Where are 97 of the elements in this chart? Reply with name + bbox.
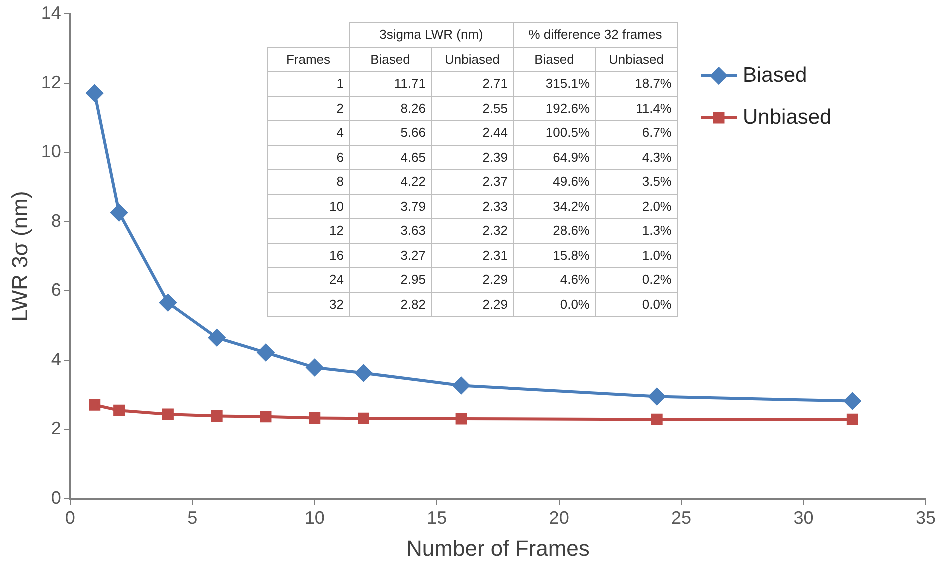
annotation: 2.55 [432, 96, 514, 120]
point [86, 84, 104, 102]
annotation: 4.65 [350, 145, 432, 170]
legend-label: Unbiased [743, 106, 832, 129]
point [846, 414, 858, 426]
point [355, 364, 372, 382]
annotation: 6 [268, 145, 350, 170]
x-tick-label: 15 [427, 508, 448, 528]
annotation: 0.0% [514, 292, 596, 316]
annotation: 1.3% [596, 218, 678, 243]
annotation: 3.79 [350, 194, 432, 218]
annotation: 2.37 [432, 170, 514, 194]
annotation: 0.2% [596, 268, 678, 292]
annotation: 24 [268, 268, 350, 292]
point [453, 377, 470, 394]
annotation: 2.29 [432, 268, 514, 292]
y-tick-label: 8 [51, 210, 62, 231]
annotation: 64.9% [514, 145, 596, 170]
point [110, 204, 128, 222]
y-tick-label: 4 [51, 349, 62, 370]
annotation: 28.6% [514, 218, 596, 243]
point [844, 392, 862, 410]
annotation: 3sigma LWR (nm) [350, 22, 514, 47]
point [211, 410, 223, 422]
point [456, 413, 468, 425]
annotation: 6.7% [596, 120, 678, 145]
y-tick-label: 10 [41, 142, 62, 162]
y-tick-label: 14 [41, 2, 62, 23]
y-tick-label: 6 [51, 280, 62, 300]
point [309, 412, 321, 424]
x-tick-label: 25 [672, 508, 692, 528]
annotation: 3.27 [350, 243, 432, 268]
annotation: 2.44 [432, 120, 514, 145]
annotation: 3.5% [596, 170, 678, 194]
x-tick-label: 5 [188, 508, 198, 528]
annotation: 2 [268, 96, 350, 120]
annotation: 100.5% [514, 120, 596, 145]
annotation: 4.6% [514, 268, 596, 292]
annotation: 8 [268, 170, 350, 194]
annotation: 2.0% [596, 194, 678, 218]
annotation: 2.32 [432, 218, 514, 243]
annotation: Frames [268, 47, 350, 72]
annotation: 49.6% [514, 170, 596, 194]
annotation: 32 [268, 292, 350, 316]
point [358, 412, 370, 424]
y-tick-label: 0 [51, 488, 62, 508]
point [114, 404, 126, 416]
annotation: Biased [514, 47, 596, 72]
annotation: 2.29 [432, 292, 514, 316]
annotation: 4.3% [596, 145, 678, 170]
point [648, 388, 666, 406]
annotation: 11.4% [596, 96, 678, 120]
x-axis-title: Number of Frames [406, 536, 590, 561]
x-tick-label: 30 [794, 508, 814, 528]
annotation: 2.33 [432, 194, 514, 218]
annotation: 15.8% [514, 243, 596, 268]
annotation: 5.66 [350, 120, 432, 145]
annotation: Biased [350, 47, 432, 72]
annotation: 1.0% [596, 243, 678, 268]
legend-label: Biased [743, 64, 808, 87]
annotation: % difference 32 frames [514, 22, 678, 47]
annotation: 2.31 [432, 243, 514, 268]
annotation: 16 [268, 243, 350, 268]
point [89, 399, 101, 411]
point [651, 414, 663, 426]
annotation: 18.7% [596, 72, 678, 96]
y-tick-label: 2 [51, 418, 62, 439]
point [257, 344, 274, 362]
x-tick-label: 20 [549, 508, 570, 528]
annotation: 4.22 [350, 170, 432, 194]
annotation: 2.39 [432, 145, 514, 170]
annotation: 315.1% [514, 72, 596, 96]
x-tick-label: 35 [916, 508, 936, 528]
annotation: 2.71 [432, 72, 514, 96]
annotation: 2.82 [350, 292, 432, 316]
annotation: 8.26 [350, 96, 432, 120]
annotation: 12 [268, 218, 350, 243]
y-axis-title: LWR 3σ (nm) [7, 191, 32, 322]
annotation: 1 [268, 72, 350, 96]
annotation: Unbiased [596, 47, 678, 72]
point [306, 359, 324, 376]
y-tick-label: 12 [41, 72, 62, 92]
annotation: 11.71 [350, 72, 432, 96]
annotation: 2.95 [350, 268, 432, 292]
annotation: 192.6% [514, 96, 596, 120]
point [260, 411, 272, 423]
annotation: 34.2% [514, 194, 596, 218]
annotation: 0.0% [596, 292, 678, 316]
annotation: 3.63 [350, 218, 432, 243]
point [208, 329, 226, 346]
point [162, 408, 174, 420]
x-tick-label: 10 [304, 508, 325, 528]
annotation: 10 [268, 194, 350, 218]
x-tick-label: 0 [65, 508, 76, 528]
annotation: 4 [268, 120, 350, 145]
annotation: Unbiased [432, 47, 514, 72]
point [160, 294, 177, 312]
